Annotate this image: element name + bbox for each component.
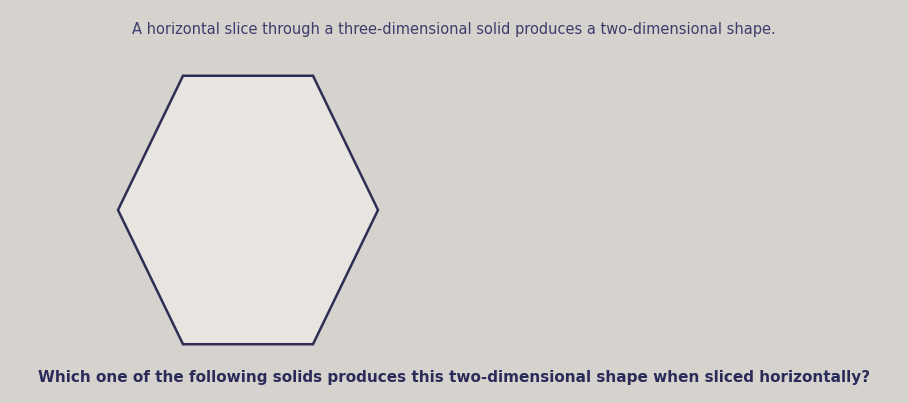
Text: Which one of the following solids produces this two-dimensional shape when slice: Which one of the following solids produc… (38, 370, 870, 385)
Polygon shape (118, 76, 378, 344)
Text: A horizontal slice through a three-dimensional solid produces a two-dimensional : A horizontal slice through a three-dimen… (133, 22, 775, 37)
